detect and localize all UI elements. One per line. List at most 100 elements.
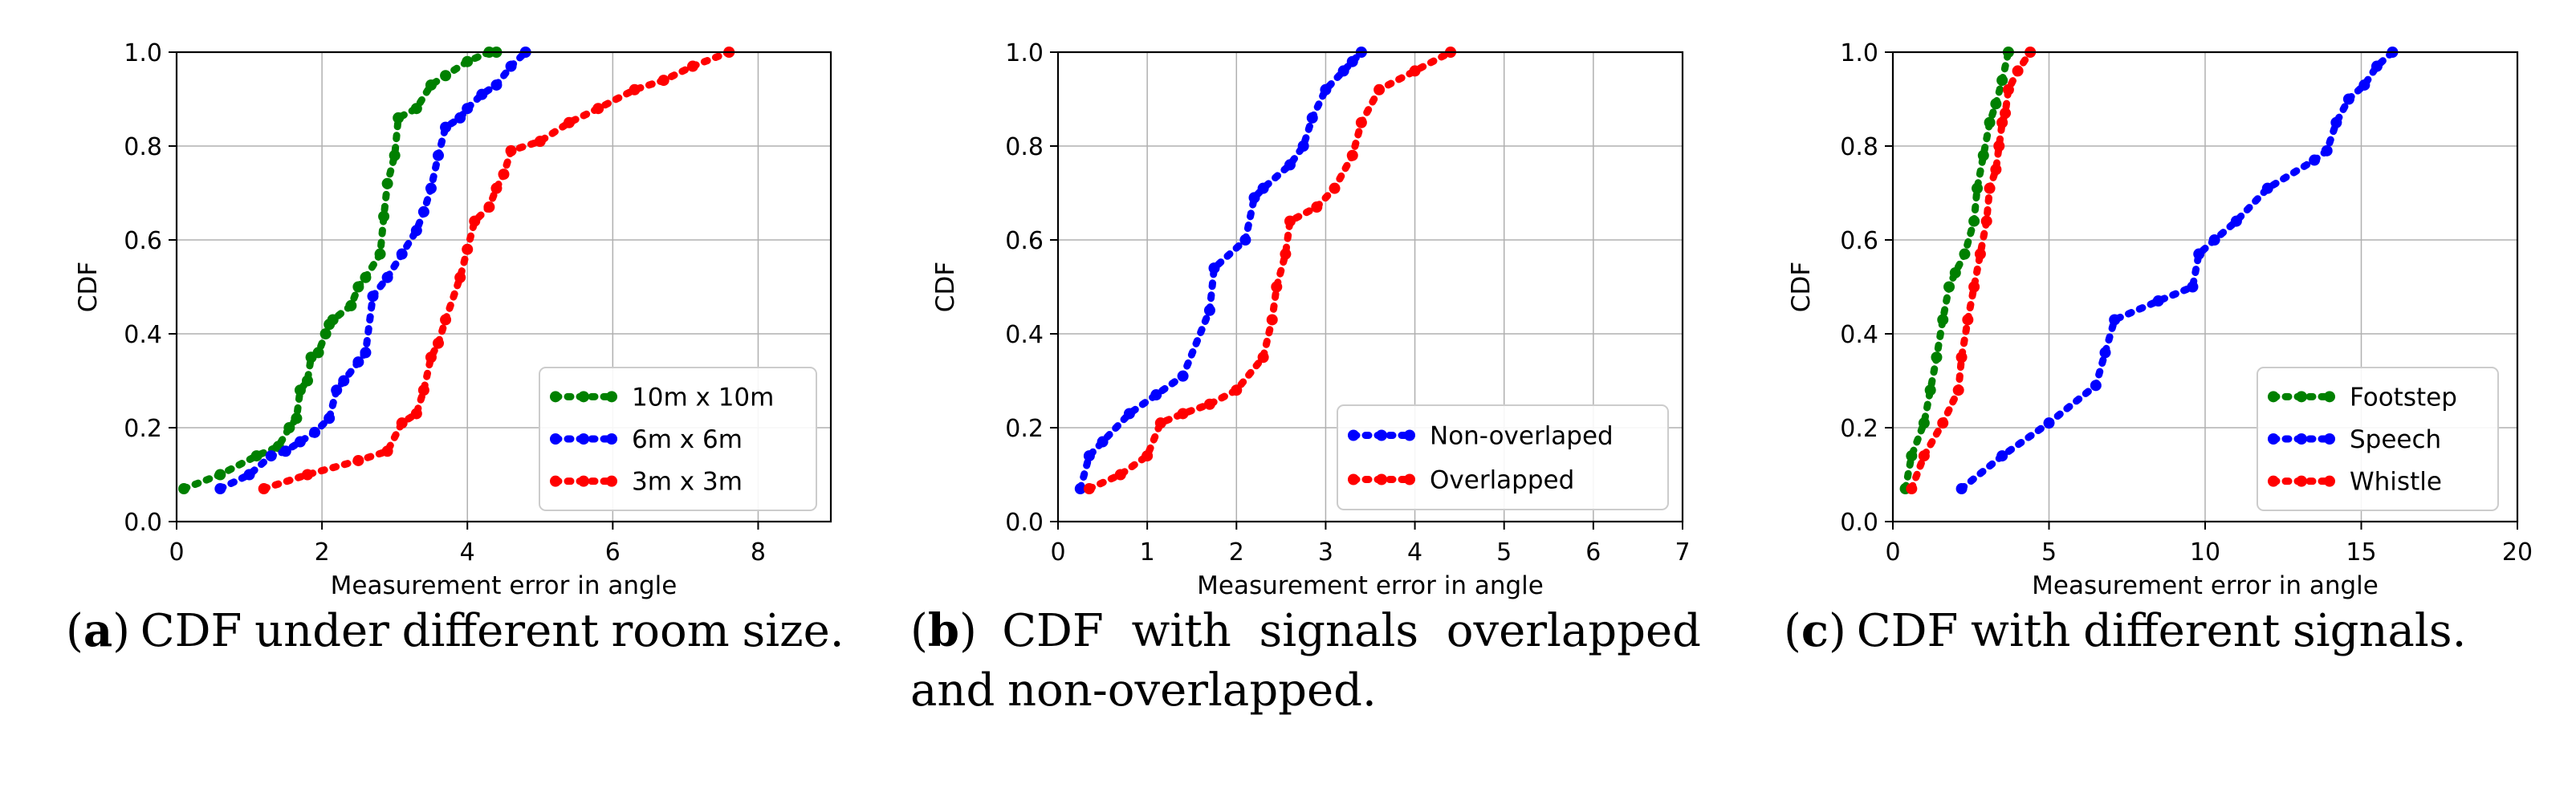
- legend-marker: [550, 391, 561, 403]
- data-point: [2370, 60, 2383, 72]
- data-point: [425, 351, 437, 364]
- x-tick-label: 6: [605, 538, 621, 567]
- data-point: [309, 426, 321, 438]
- data-point: [312, 347, 324, 359]
- data-point: [302, 375, 313, 387]
- data-point: [1177, 370, 1189, 382]
- caption-word: CDF: [140, 605, 242, 657]
- data-point: [1320, 83, 1332, 95]
- data-point: [433, 337, 444, 349]
- data-point: [338, 375, 350, 387]
- x-tick-label: 8: [751, 538, 766, 567]
- caption-word: CDF: [1857, 605, 1959, 657]
- data-point: [294, 384, 306, 396]
- data-point: [1984, 116, 1996, 128]
- y-tick-label: 1.0: [124, 39, 162, 67]
- data-point: [1074, 483, 1086, 495]
- data-point: [629, 83, 641, 95]
- data-point: [1284, 215, 1296, 227]
- y-axis-label: CDF: [931, 262, 960, 312]
- caption-label: (c): [1784, 604, 1846, 657]
- data-point: [1208, 262, 1220, 274]
- data-point: [534, 136, 546, 148]
- data-point: [279, 445, 291, 457]
- data-point: [352, 356, 364, 368]
- legend-marker: [2324, 433, 2335, 445]
- data-point: [2330, 116, 2342, 128]
- data-point: [389, 149, 401, 161]
- data-point: [1993, 140, 2005, 152]
- caption: (a) CDF under different room size.: [66, 604, 844, 657]
- caption: (b) CDF with signals overlapped and non-overla…: [910, 604, 1701, 717]
- data-point: [1977, 149, 1989, 161]
- caption-word: under: [254, 605, 389, 657]
- legend-marker: [1376, 473, 1387, 485]
- legend-marker: [606, 433, 617, 445]
- data-point: [243, 469, 255, 481]
- legend-marker: [2296, 433, 2307, 445]
- data-point: [1906, 483, 1918, 495]
- plot-frame: [1056, 51, 1684, 523]
- data-point: [319, 328, 332, 339]
- data-point: [592, 103, 604, 115]
- data-point: [1306, 112, 1318, 124]
- data-point: [1248, 192, 1260, 204]
- data-point: [1990, 164, 2002, 176]
- caption-word: overlapped: [1447, 605, 1701, 657]
- y-tick-label: 0.6: [1840, 227, 1878, 255]
- data-point: [367, 290, 379, 303]
- x-tick-label: 3: [1318, 538, 1333, 567]
- y-tick-label: 0.4: [124, 321, 162, 349]
- data-point: [2208, 234, 2220, 246]
- data-point: [1955, 351, 1968, 364]
- data-point: [454, 112, 466, 124]
- data-point: [1931, 351, 1943, 364]
- data-point: [324, 412, 336, 424]
- data-point: [1918, 450, 1930, 462]
- data-point: [178, 483, 190, 495]
- data-point: [564, 116, 575, 128]
- data-point: [302, 469, 313, 481]
- y-tick-label: 0.6: [1005, 227, 1044, 255]
- y-tick-label: 0.2: [1005, 415, 1044, 443]
- data-point: [1955, 483, 1968, 495]
- legend-marker: [2324, 475, 2335, 487]
- data-point: [505, 144, 517, 156]
- x-tick-label: 2: [315, 538, 330, 567]
- data-point: [1968, 215, 1980, 227]
- series-speech: [1955, 47, 2399, 495]
- y-tick-label: 1.0: [1005, 39, 1044, 67]
- legend-label: Footstep: [2350, 383, 2457, 412]
- data-point: [1257, 351, 1269, 364]
- data-point: [1974, 248, 1986, 260]
- data-point: [2230, 215, 2242, 227]
- legend-label: Whistle: [2350, 468, 2442, 497]
- series-whistle: [1906, 47, 2037, 495]
- data-point: [258, 483, 270, 495]
- legend-marker: [1404, 429, 1415, 441]
- y-tick-label: 0.8: [124, 133, 162, 161]
- data-point: [2321, 144, 2333, 156]
- data-point: [1203, 304, 1215, 316]
- data-point: [1114, 469, 1126, 481]
- data-point: [1996, 450, 2008, 462]
- data-point: [1154, 417, 1166, 429]
- caption-word: CDF: [1002, 605, 1104, 657]
- y-tick-label: 0.4: [1840, 321, 1878, 349]
- x-tick-label: 15: [2346, 538, 2376, 567]
- data-point: [2109, 314, 2121, 326]
- legend-marker: [550, 433, 561, 445]
- series-3m-x-3m: [258, 47, 735, 495]
- data-point: [2012, 65, 2024, 77]
- data-point: [410, 408, 422, 420]
- x-tick-label: 5: [1496, 538, 1512, 567]
- series-6m-x-6m: [214, 47, 531, 495]
- data-point: [2193, 248, 2205, 260]
- caption-word: different: [402, 605, 600, 657]
- x-tick-label: 20: [2502, 538, 2533, 567]
- legend-marker: [578, 391, 589, 403]
- chart-c: 0 5 10 15 20 0.0 0.2 0.4 0.6 0.8 1.0 Measurement er…: [1784, 39, 2533, 657]
- plot-frame: [1891, 51, 2519, 523]
- data-point: [294, 436, 306, 448]
- legend-box: [1337, 404, 1669, 510]
